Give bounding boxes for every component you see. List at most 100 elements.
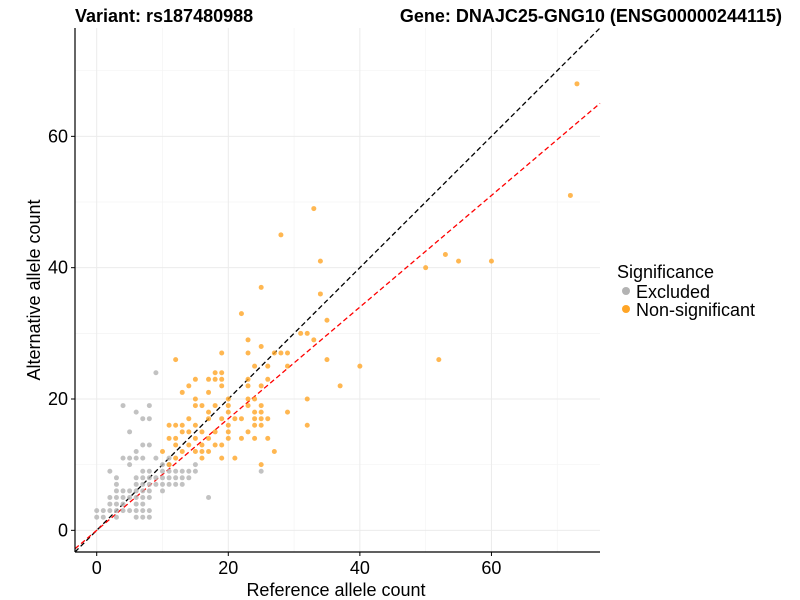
point-excluded — [133, 481, 139, 487]
reference-lines — [74, 27, 601, 553]
point-excluded — [127, 455, 133, 461]
point-non-significant — [245, 429, 251, 435]
point-excluded — [107, 508, 113, 514]
point-excluded — [166, 475, 172, 481]
point-non-significant — [238, 311, 244, 317]
point-non-significant — [285, 409, 290, 415]
point-non-significant — [252, 409, 258, 415]
point-non-significant — [179, 389, 185, 395]
point-non-significant — [271, 350, 277, 356]
point-non-significant — [324, 357, 330, 363]
point-excluded — [133, 494, 139, 500]
point-non-significant — [258, 343, 264, 349]
point-excluded — [140, 475, 146, 481]
point-excluded — [113, 514, 119, 520]
point-excluded — [113, 501, 119, 507]
point-non-significant — [179, 422, 185, 428]
point-non-significant — [258, 284, 264, 290]
point-non-significant — [192, 435, 198, 441]
point-non-significant — [173, 357, 179, 363]
point-non-significant — [166, 462, 172, 468]
point-non-significant — [252, 363, 258, 369]
point-excluded — [153, 370, 159, 376]
point-excluded — [173, 468, 179, 474]
point-excluded — [120, 501, 126, 507]
point-excluded — [179, 475, 185, 481]
y-tick-label: 0 — [58, 520, 68, 540]
point-non-significant — [225, 396, 231, 402]
point-excluded — [133, 409, 139, 415]
x-tick-label: 0 — [92, 558, 102, 578]
y-tick-label: 40 — [48, 258, 68, 278]
point-non-significant — [252, 422, 258, 428]
point-non-significant — [574, 81, 580, 87]
point-non-significant — [245, 350, 251, 356]
point-excluded — [113, 494, 119, 500]
point-excluded — [140, 455, 146, 461]
point-non-significant — [199, 429, 205, 435]
point-excluded — [153, 455, 159, 461]
point-excluded — [127, 508, 133, 514]
point-non-significant — [219, 455, 225, 461]
point-non-significant — [206, 409, 212, 415]
point-excluded — [146, 403, 152, 409]
point-excluded — [186, 468, 192, 474]
point-non-significant — [337, 383, 343, 389]
point-non-significant — [166, 422, 172, 428]
point-non-significant — [258, 383, 264, 389]
point-excluded — [120, 494, 126, 500]
point-non-significant — [160, 449, 165, 455]
point-excluded — [127, 494, 133, 500]
point-non-significant — [258, 403, 264, 409]
x-axis-title: Reference allele count — [246, 580, 425, 600]
point-non-significant — [186, 416, 192, 422]
point-excluded — [107, 494, 113, 500]
point-excluded — [153, 481, 159, 487]
point-non-significant — [298, 330, 304, 336]
point-non-significant — [173, 442, 179, 448]
point-excluded — [120, 403, 126, 409]
point-excluded — [133, 455, 139, 461]
chart-title-variant: Variant: rs187480988 — [75, 6, 253, 26]
point-excluded — [153, 475, 159, 481]
point-non-significant — [219, 350, 225, 356]
point-excluded — [146, 468, 152, 474]
point-non-significant — [179, 429, 185, 435]
reference-line-fit — [74, 102, 601, 550]
point-non-significant — [192, 396, 198, 402]
point-excluded — [166, 481, 172, 487]
point-non-significant — [186, 383, 192, 389]
point-non-significant — [252, 396, 258, 402]
point-non-significant — [285, 363, 290, 369]
point-non-significant — [265, 376, 271, 382]
point-excluded — [173, 475, 179, 481]
point-excluded — [160, 481, 165, 487]
legend-label-excluded: Excluded — [636, 282, 710, 302]
point-excluded — [146, 416, 152, 422]
point-non-significant — [245, 383, 251, 389]
point-non-significant — [199, 455, 205, 461]
point-excluded — [146, 514, 152, 520]
point-non-significant — [186, 442, 192, 448]
chart-title-gene: Gene: DNAJC25-GNG10 (ENSG00000244115) — [400, 6, 782, 26]
point-non-significant — [317, 291, 323, 297]
point-excluded — [192, 462, 198, 468]
point-excluded — [166, 455, 172, 461]
point-non-significant — [219, 416, 225, 422]
point-excluded — [94, 514, 100, 520]
y-tick-label: 60 — [48, 126, 68, 146]
point-non-significant — [488, 258, 494, 264]
point-non-significant — [245, 376, 251, 382]
point-non-significant — [567, 192, 573, 198]
point-non-significant — [304, 396, 310, 402]
point-non-significant — [192, 449, 198, 455]
point-non-significant — [225, 403, 231, 409]
point-excluded — [140, 416, 146, 422]
point-excluded — [100, 514, 106, 520]
point-excluded — [140, 501, 146, 507]
point-excluded — [146, 442, 152, 448]
point-non-significant — [225, 435, 231, 441]
point-excluded — [258, 468, 264, 474]
point-non-significant — [212, 442, 218, 448]
point-non-significant — [265, 435, 271, 441]
